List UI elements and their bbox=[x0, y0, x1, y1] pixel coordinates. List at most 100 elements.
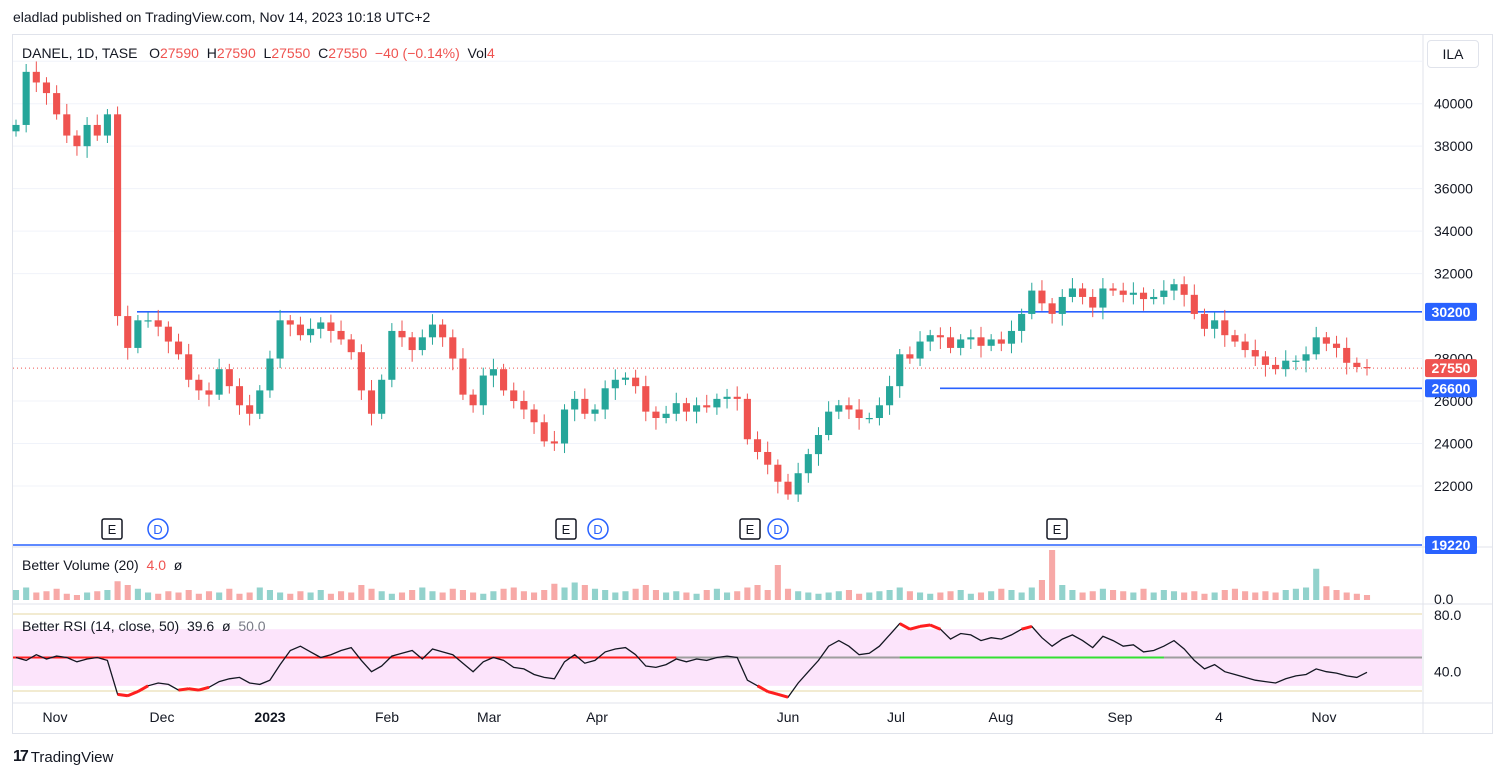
volume-bar bbox=[774, 565, 781, 600]
tradingview-logo[interactable]: 17 TradingView bbox=[13, 748, 113, 766]
candle-body bbox=[1343, 347, 1351, 363]
candle-body bbox=[1282, 360, 1290, 370]
candle-body bbox=[53, 93, 61, 115]
candle-body bbox=[307, 328, 315, 336]
candle-body bbox=[703, 405, 711, 408]
candle-body bbox=[957, 339, 965, 348]
volume-bar bbox=[53, 588, 60, 600]
volume-bar bbox=[815, 593, 822, 600]
rsi-extreme-segment bbox=[137, 684, 149, 693]
candle-body bbox=[581, 398, 589, 414]
volume-bar bbox=[287, 593, 294, 600]
candle-body bbox=[753, 439, 762, 452]
volume-bar bbox=[297, 591, 304, 600]
rsi-legend: Better RSI (14, close, 50) 39.6 ø 50.0 bbox=[22, 618, 266, 634]
rsi-extreme-segment bbox=[1021, 624, 1033, 631]
volume-bar bbox=[1120, 591, 1127, 600]
candle-body bbox=[1150, 296, 1158, 300]
volume-bar bbox=[663, 592, 670, 600]
volume-bar bbox=[998, 588, 1005, 600]
volume-bar bbox=[94, 591, 101, 600]
chart-grid bbox=[13, 35, 1492, 733]
candle-body bbox=[825, 411, 833, 435]
volume-legend-value: 4.0 bbox=[146, 557, 166, 573]
volume-bar bbox=[734, 591, 741, 600]
candle-body bbox=[774, 464, 782, 482]
rsi-legend-symbol: ø bbox=[222, 618, 231, 634]
volume-bar bbox=[652, 590, 659, 600]
currency-button[interactable]: ILA bbox=[1427, 40, 1479, 68]
rsi-legend-value: 39.6 bbox=[186, 618, 215, 634]
volume-bar bbox=[266, 590, 273, 600]
volume-bar bbox=[246, 592, 253, 600]
candle-body bbox=[317, 322, 325, 329]
candle-body bbox=[804, 454, 812, 474]
candle-body bbox=[367, 390, 376, 414]
rsi-extreme-segment bbox=[767, 690, 779, 696]
candle-body bbox=[733, 396, 741, 399]
candle-body bbox=[1353, 362, 1361, 368]
volume-bar bbox=[470, 592, 477, 600]
volume-bar bbox=[73, 595, 80, 600]
volume-bar bbox=[43, 591, 50, 600]
price-tag bbox=[1425, 379, 1477, 398]
volume-bar bbox=[1038, 580, 1045, 600]
candle-body bbox=[42, 82, 51, 94]
volume-bar bbox=[724, 592, 731, 600]
volume-bar bbox=[175, 592, 182, 600]
rsi-extreme-segment bbox=[777, 692, 789, 699]
candle-body bbox=[946, 337, 955, 348]
candle-body bbox=[1363, 367, 1371, 369]
volume-bar bbox=[591, 588, 599, 600]
candle-body bbox=[378, 379, 386, 414]
candlestick-series bbox=[12, 61, 1371, 502]
rsi-extreme-segment bbox=[756, 684, 769, 693]
legend-symbol[interactable]: DANEL, 1D, TASE bbox=[22, 45, 138, 61]
rsi-tick-label: 80.0 bbox=[1434, 607, 1461, 623]
price-tag-label: 19220 bbox=[1432, 537, 1471, 553]
legend-low-label: L bbox=[263, 45, 272, 61]
candle-body bbox=[1332, 343, 1341, 348]
candle-body bbox=[1018, 313, 1026, 331]
rsi-line bbox=[15, 622, 1368, 698]
candle-body bbox=[1211, 320, 1219, 329]
volume-bar bbox=[703, 590, 710, 600]
candle-body bbox=[1170, 284, 1178, 291]
candle-body bbox=[764, 451, 772, 465]
volume-bar bbox=[104, 590, 111, 600]
volume-bar bbox=[1170, 591, 1178, 600]
candle-body bbox=[1058, 296, 1066, 314]
candle-body bbox=[1099, 288, 1107, 308]
time-tick-label: Sep bbox=[1108, 709, 1133, 725]
candle-body bbox=[926, 335, 934, 342]
time-tick-label: Feb bbox=[375, 709, 399, 725]
candle-body bbox=[12, 124, 20, 132]
candle-body bbox=[1139, 292, 1148, 300]
candle-body bbox=[591, 409, 599, 414]
event-marker-label: E bbox=[1053, 522, 1062, 537]
candle-body bbox=[73, 135, 81, 147]
candle-body bbox=[83, 124, 91, 147]
rsi-legend-name[interactable]: Better RSI (14, close, 50) bbox=[22, 618, 180, 634]
volume-bar bbox=[795, 591, 802, 600]
candle-body bbox=[906, 354, 914, 359]
volume-bar bbox=[256, 587, 263, 600]
candle-body bbox=[266, 358, 274, 391]
volume-bar bbox=[368, 588, 375, 600]
candle-body bbox=[540, 422, 548, 442]
volume-bar bbox=[754, 585, 761, 600]
candle-body bbox=[936, 335, 944, 338]
price-tick-label: 22000 bbox=[1434, 478, 1473, 494]
candle-body bbox=[1312, 337, 1320, 355]
candle-body bbox=[418, 337, 426, 351]
candle-body bbox=[601, 388, 609, 410]
volume-legend-name[interactable]: Better Volume (20) bbox=[22, 557, 139, 573]
candle-body bbox=[642, 386, 650, 412]
volume-bar bbox=[439, 592, 446, 600]
volume-bar bbox=[713, 588, 720, 600]
volume-bar bbox=[977, 592, 985, 600]
legend-change: −40 (−0.14%) bbox=[374, 45, 460, 61]
candle-body bbox=[256, 390, 264, 414]
volume-bar bbox=[1028, 587, 1035, 600]
